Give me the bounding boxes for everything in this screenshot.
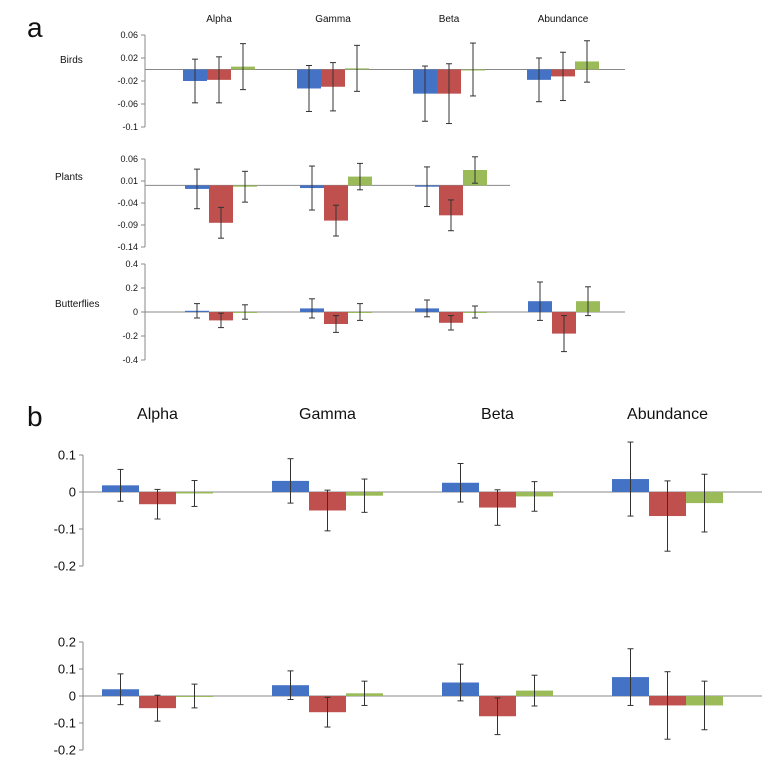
y-tick-label: 0.1: [58, 448, 76, 463]
y-tick-label: -0.2: [54, 559, 76, 574]
chart-0: 0.06 0.02 -0.02 -0.06 -0.1 Birds Alpha Gamma Bet…: [60, 14, 625, 132]
y-tick-label: 0: [133, 307, 138, 317]
y-tick-label: 0: [69, 485, 76, 500]
y-tick-label: -0.04: [117, 198, 138, 208]
chart-1: 0.06 0.01 -0.04 -0.09 -0.14 Plants: [55, 154, 510, 252]
category-label: Beta: [481, 406, 514, 423]
y-tick-label: 0.06: [120, 154, 138, 164]
chart-3: 0.1 0 -0.1 -0.2 Alpha Gamma Beta Abundance: [54, 406, 762, 574]
category-label: Abundance: [538, 14, 589, 25]
y-tick-label: 0: [69, 689, 76, 704]
y-tick-label: -0.2: [54, 743, 76, 758]
category-label: Gamma: [315, 14, 351, 25]
y-tick-label: -0.4: [122, 355, 138, 365]
panel-label-b: b: [27, 401, 43, 432]
y-tick-label: -0.2: [122, 331, 138, 341]
y-tick-label: 0.1: [58, 662, 76, 677]
y-tick-label: 0.02: [120, 53, 138, 63]
y-tick-label: -0.1: [122, 122, 138, 132]
y-tick-label: -0.09: [117, 220, 138, 230]
row-label: Plants: [55, 172, 83, 183]
y-tick-label: 0.2: [58, 635, 76, 650]
category-label: Gamma: [299, 406, 356, 423]
y-tick-label: -0.1: [54, 716, 76, 731]
y-tick-label: -0.02: [117, 76, 138, 86]
y-tick-label: 0.4: [125, 259, 138, 269]
y-tick-label: -0.06: [117, 99, 138, 109]
y-tick-label: 0.06: [120, 30, 138, 40]
chart-4: 0.2 0.1 0 -0.1 -0.2: [54, 635, 762, 758]
category-label: Alpha: [137, 406, 178, 423]
row-label: Birds: [60, 55, 83, 66]
category-label: Abundance: [627, 406, 708, 423]
y-tick-label: 0.2: [125, 283, 138, 293]
panel-label-a: a: [27, 12, 43, 43]
y-tick-label: 0.01: [120, 176, 138, 186]
row-label: Butterflies: [55, 299, 99, 310]
category-label: Beta: [439, 14, 460, 25]
chart-2: 0.4 0.2 0 -0.2 -0.4 Butterflies: [55, 259, 625, 365]
y-tick-label: -0.14: [117, 242, 138, 252]
category-label: Alpha: [206, 14, 232, 25]
y-tick-label: -0.1: [54, 522, 76, 537]
